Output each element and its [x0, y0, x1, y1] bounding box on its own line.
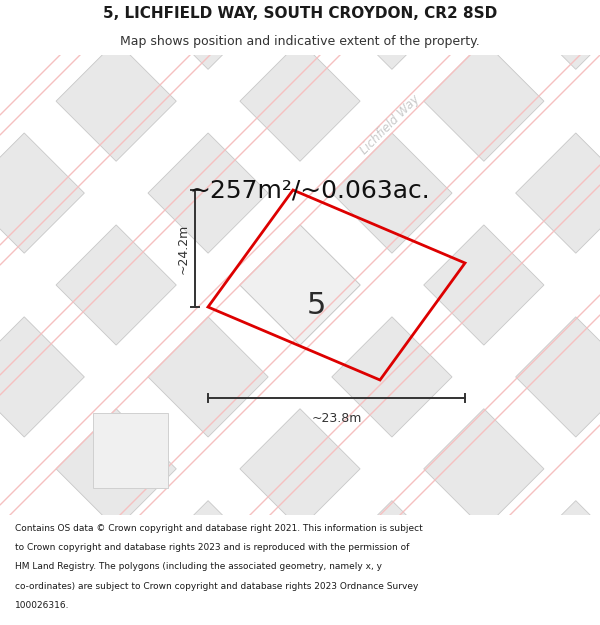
Text: Map shows position and indicative extent of the property.: Map shows position and indicative extent…: [120, 35, 480, 48]
Polygon shape: [332, 317, 452, 437]
Polygon shape: [56, 41, 176, 161]
Text: 5: 5: [307, 291, 326, 319]
Polygon shape: [148, 317, 268, 437]
Polygon shape: [0, 133, 85, 253]
Polygon shape: [515, 317, 600, 437]
Polygon shape: [0, 317, 85, 437]
Polygon shape: [424, 225, 544, 345]
Polygon shape: [515, 501, 600, 621]
Polygon shape: [515, 0, 600, 69]
Text: ~23.8m: ~23.8m: [311, 412, 362, 425]
Polygon shape: [515, 133, 600, 253]
Polygon shape: [56, 225, 176, 345]
Polygon shape: [148, 0, 268, 69]
Polygon shape: [92, 412, 167, 488]
Polygon shape: [332, 0, 452, 69]
Polygon shape: [240, 41, 360, 161]
Polygon shape: [240, 225, 360, 345]
Text: Contains OS data © Crown copyright and database right 2021. This information is : Contains OS data © Crown copyright and d…: [15, 524, 423, 532]
Text: to Crown copyright and database rights 2023 and is reproduced with the permissio: to Crown copyright and database rights 2…: [15, 543, 409, 552]
Text: co-ordinates) are subject to Crown copyright and database rights 2023 Ordnance S: co-ordinates) are subject to Crown copyr…: [15, 581, 418, 591]
Polygon shape: [56, 409, 176, 529]
Polygon shape: [424, 41, 544, 161]
Polygon shape: [240, 225, 360, 345]
Polygon shape: [332, 501, 452, 621]
Polygon shape: [424, 409, 544, 529]
Text: Lichfield Way: Lichfield Way: [358, 92, 422, 158]
Polygon shape: [424, 592, 544, 625]
Polygon shape: [332, 133, 452, 253]
Polygon shape: [240, 592, 360, 625]
Text: 100026316.: 100026316.: [15, 601, 70, 610]
Text: ~257m²/~0.063ac.: ~257m²/~0.063ac.: [190, 178, 430, 202]
Text: 5, LICHFIELD WAY, SOUTH CROYDON, CR2 8SD: 5, LICHFIELD WAY, SOUTH CROYDON, CR2 8SD: [103, 6, 497, 21]
Polygon shape: [240, 409, 360, 529]
Polygon shape: [148, 501, 268, 621]
Text: ~24.2m: ~24.2m: [176, 223, 190, 274]
Polygon shape: [148, 133, 268, 253]
Text: HM Land Registry. The polygons (including the associated geometry, namely x, y: HM Land Registry. The polygons (includin…: [15, 562, 382, 571]
